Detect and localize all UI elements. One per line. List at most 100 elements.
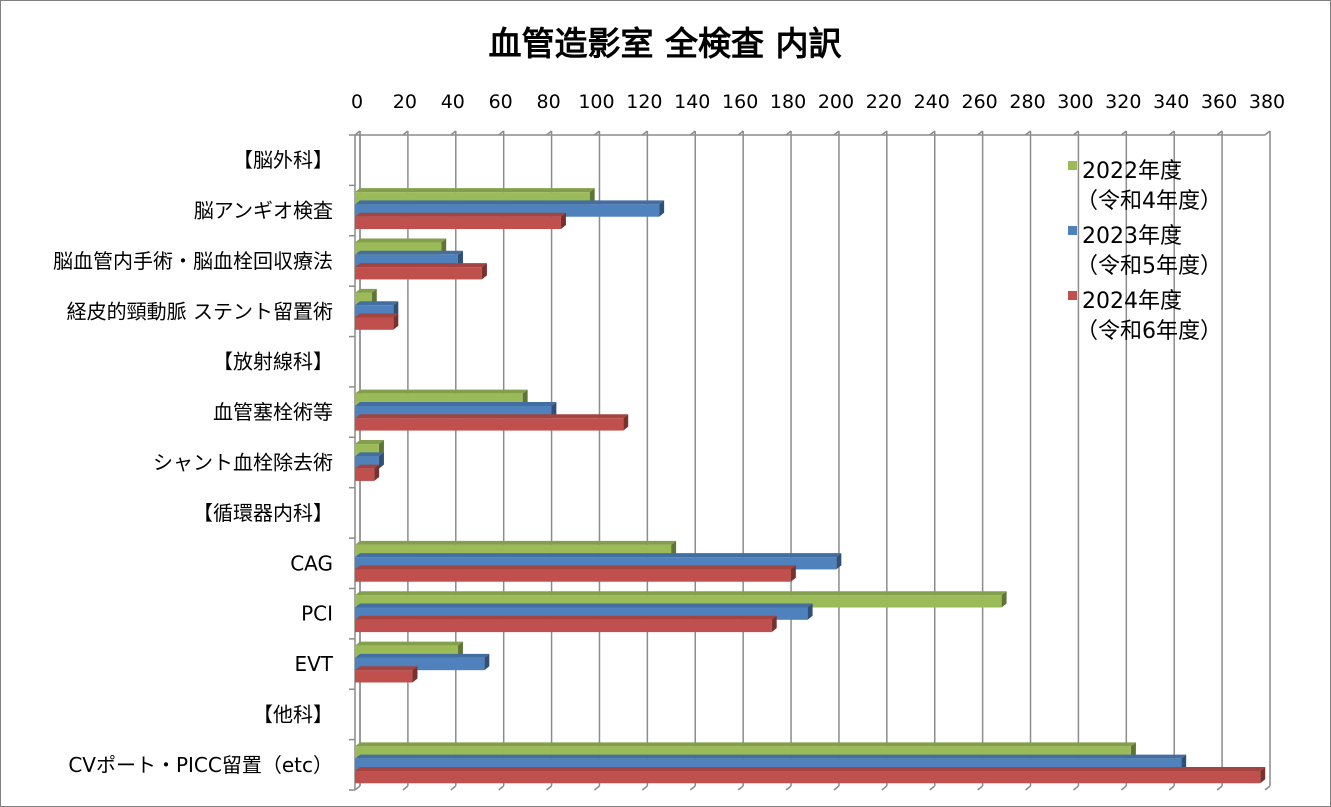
- bar-end-face: [374, 464, 380, 481]
- bar-top-face: [355, 766, 1266, 771]
- bar-end-face: [457, 641, 463, 658]
- bar-end-face: [1260, 766, 1266, 784]
- x-tick-label: 140: [674, 91, 710, 113]
- bar-end-face: [1181, 754, 1187, 771]
- legend-label: 2024年度: [1082, 289, 1182, 314]
- category-label: 【循環器内科】: [193, 501, 333, 525]
- legend-label: 2023年度: [1082, 224, 1182, 249]
- gridline-depth: [402, 785, 409, 791]
- chart-title: 血管造影室 全検査 内訳: [489, 24, 843, 63]
- bar-top-face: [355, 263, 487, 268]
- gridline-depth: [1025, 785, 1031, 791]
- category-label: 【脳外科】: [233, 148, 333, 172]
- bar-end-face: [481, 263, 487, 280]
- bar-end-face: [551, 401, 557, 419]
- bar-end-face: [807, 603, 813, 620]
- bar-end-face: [378, 452, 384, 469]
- gridline-depth: [929, 785, 936, 791]
- bar-end-face: [484, 653, 490, 671]
- legend-item: 2024年度 （令和6年度）: [1068, 289, 1222, 344]
- bar-top-face: [355, 401, 557, 406]
- legend-swatch: [1068, 226, 1077, 235]
- x-tick-label: 60: [489, 91, 513, 113]
- gridline-depth: [881, 785, 888, 791]
- bar-top-face: [355, 313, 399, 318]
- gridline-depth: [689, 785, 696, 791]
- bar-top-face: [355, 212, 566, 217]
- gridline-depth: [1120, 785, 1127, 791]
- bar: [355, 615, 777, 633]
- bar-top-face: [355, 414, 629, 419]
- bar-front-face: [355, 770, 1261, 784]
- bar-end-face: [393, 301, 399, 318]
- x-tick-label: 320: [1105, 91, 1141, 113]
- category-label: 【他科】: [253, 702, 333, 726]
- bar-top-face: [355, 188, 595, 193]
- bar-end-face: [412, 666, 418, 683]
- legend-sublabel: （令和6年度）: [1076, 319, 1222, 344]
- x-tick-label: 180: [770, 91, 806, 113]
- legend-swatch: [1068, 161, 1077, 170]
- category-label: 脳血管内手術・脳血栓回収療法: [53, 249, 333, 273]
- bar-end-face: [371, 288, 377, 306]
- bar-top-face: [355, 540, 677, 545]
- bar-top-face: [355, 389, 528, 394]
- gridline-depth: [498, 785, 505, 791]
- bar-end-face: [623, 414, 629, 431]
- bar: [355, 263, 487, 280]
- bar-front-face: [355, 619, 772, 633]
- bar-front-face: [355, 267, 482, 280]
- category-label: PCI: [301, 602, 333, 626]
- bar: [355, 766, 1266, 784]
- legend-sublabel: （令和5年度）: [1076, 254, 1222, 279]
- gridline-depth: [977, 785, 984, 791]
- bar-top-face: [355, 603, 813, 608]
- category-label: 脳アンギオ検査: [194, 199, 333, 223]
- gridline-depth: [785, 785, 792, 791]
- gridline-depth: [450, 785, 457, 791]
- gridline-depth: [1264, 130, 1271, 136]
- x-tick-label: 260: [961, 91, 997, 113]
- legend-label: 2022年度: [1082, 159, 1182, 184]
- x-tick-label: 200: [818, 91, 854, 113]
- bar-top-face: [355, 250, 463, 255]
- category-label: CVポート・PICC留置（etc）: [68, 753, 333, 777]
- category-label: シャント血栓除去術: [153, 451, 333, 475]
- x-tick-label: 80: [536, 91, 560, 113]
- legend-swatch: [1068, 291, 1077, 300]
- bar-top-face: [355, 653, 490, 658]
- legend-item: 2023年度 （令和5年度）: [1068, 224, 1222, 279]
- x-tick-label: 240: [914, 91, 950, 113]
- bar: [355, 565, 796, 582]
- bar-front-face: [355, 317, 394, 330]
- x-tick-label: 340: [1153, 91, 1189, 113]
- bar-end-face: [790, 565, 796, 582]
- category-label: 血管塞栓術等: [213, 400, 333, 424]
- gridline-depth: [354, 785, 361, 791]
- category-label: EVT: [294, 652, 333, 676]
- bar-end-face: [457, 250, 463, 268]
- x-tick-label: 360: [1201, 91, 1237, 113]
- x-tick-label: 40: [441, 91, 465, 113]
- bar-front-face: [355, 569, 791, 582]
- bar-top-face: [355, 754, 1187, 759]
- bar: [355, 414, 629, 431]
- gridline-depth: [594, 785, 600, 791]
- bar-end-face: [659, 200, 665, 217]
- bar-front-face: [355, 468, 375, 481]
- bar-top-face: [355, 553, 842, 558]
- gridline-depth: [737, 785, 744, 791]
- gridline-depth: [1168, 785, 1175, 791]
- bar-front-face: [355, 670, 413, 683]
- bar-top-face: [355, 301, 399, 306]
- legend: 2022年度 （令和4年度） 2023年度 （令和5年度） 2024年度 （令和6年度）: [1068, 159, 1222, 344]
- bar-end-face: [1001, 591, 1007, 608]
- bar-end-face: [836, 553, 842, 570]
- gridline-depth: [546, 785, 553, 791]
- bar: [355, 464, 380, 481]
- bar-top-face: [355, 200, 665, 205]
- category-label: CAG: [290, 551, 333, 575]
- x-tick-label: 280: [1009, 91, 1045, 113]
